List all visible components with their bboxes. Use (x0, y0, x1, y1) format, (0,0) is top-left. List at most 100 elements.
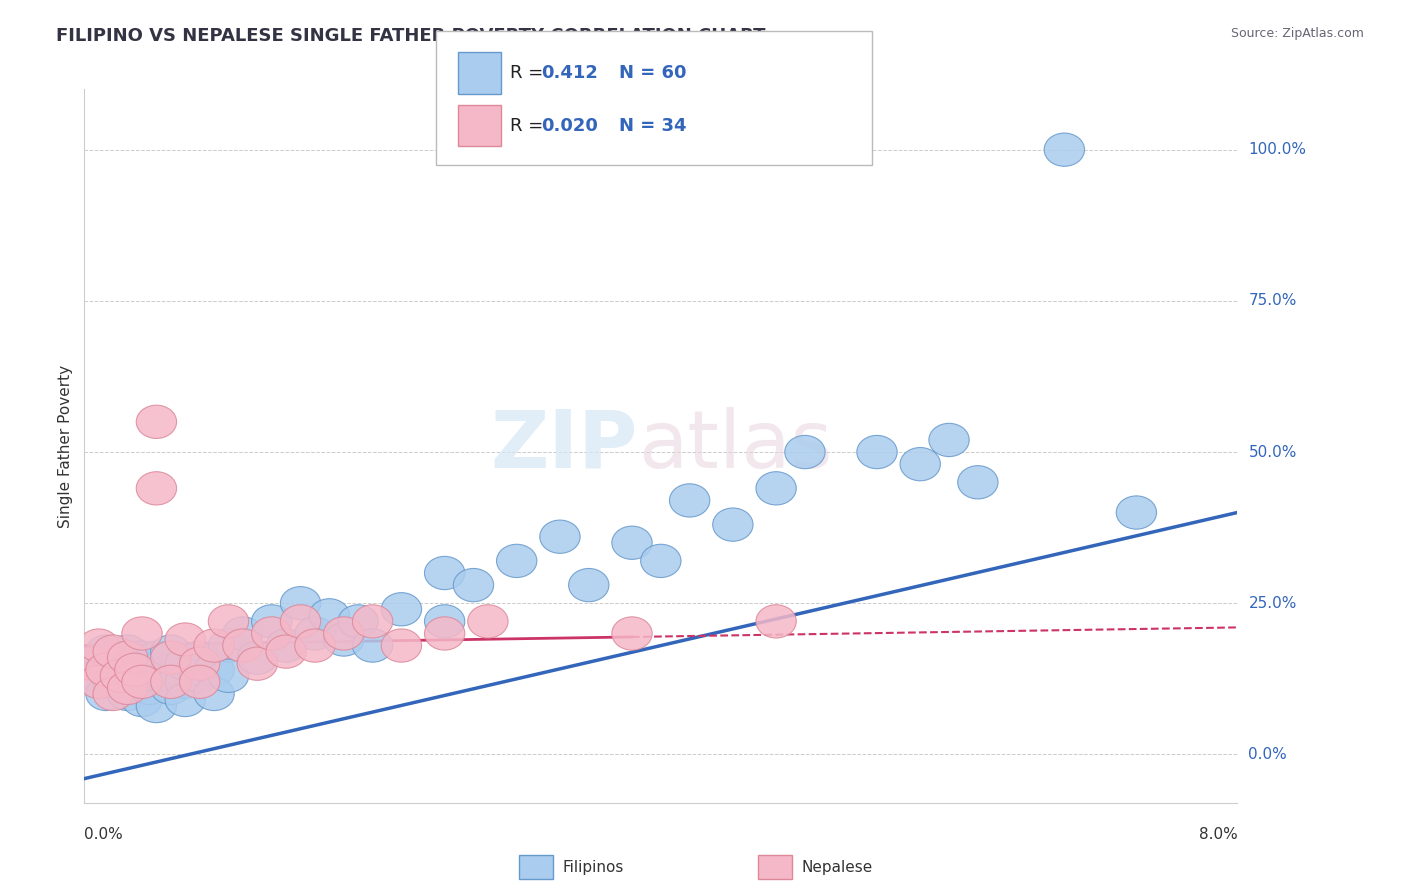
Ellipse shape (93, 635, 134, 668)
Text: 100.0%: 100.0% (1249, 142, 1306, 157)
Text: 8.0%: 8.0% (1198, 827, 1237, 842)
Ellipse shape (150, 665, 191, 698)
Ellipse shape (86, 677, 127, 711)
Text: 25.0%: 25.0% (1249, 596, 1296, 611)
Text: R =: R = (510, 117, 550, 135)
Ellipse shape (252, 605, 292, 638)
Text: 0.020: 0.020 (541, 117, 598, 135)
Ellipse shape (86, 653, 127, 686)
Ellipse shape (353, 605, 392, 638)
Ellipse shape (323, 623, 364, 657)
Ellipse shape (756, 472, 796, 505)
Ellipse shape (122, 653, 162, 686)
Text: FILIPINO VS NEPALESE SINGLE FATHER POVERTY CORRELATION CHART: FILIPINO VS NEPALESE SINGLE FATHER POVER… (56, 27, 766, 45)
Ellipse shape (165, 683, 205, 716)
Ellipse shape (194, 629, 235, 662)
Ellipse shape (856, 435, 897, 468)
Ellipse shape (122, 617, 162, 650)
Ellipse shape (238, 647, 277, 681)
Ellipse shape (612, 617, 652, 650)
Ellipse shape (280, 605, 321, 638)
Ellipse shape (669, 483, 710, 517)
Ellipse shape (540, 520, 581, 553)
Ellipse shape (79, 659, 120, 692)
Ellipse shape (612, 526, 652, 559)
Ellipse shape (425, 617, 465, 650)
Text: R =: R = (510, 64, 550, 82)
Ellipse shape (295, 629, 335, 662)
Text: 50.0%: 50.0% (1249, 444, 1296, 459)
Ellipse shape (1045, 133, 1084, 166)
Ellipse shape (72, 647, 111, 681)
Ellipse shape (381, 629, 422, 662)
Ellipse shape (756, 605, 796, 638)
Ellipse shape (136, 690, 177, 723)
Ellipse shape (107, 635, 148, 668)
Ellipse shape (107, 672, 148, 705)
Ellipse shape (100, 659, 141, 692)
Ellipse shape (222, 629, 263, 662)
Ellipse shape (280, 587, 321, 620)
Text: 0.0%: 0.0% (1249, 747, 1286, 762)
Ellipse shape (641, 544, 681, 577)
Text: atlas: atlas (638, 407, 832, 485)
Ellipse shape (425, 605, 465, 638)
Ellipse shape (136, 659, 177, 692)
Ellipse shape (266, 629, 307, 662)
Ellipse shape (86, 635, 127, 668)
Text: 0.0%: 0.0% (84, 827, 124, 842)
Ellipse shape (150, 635, 191, 668)
Ellipse shape (496, 544, 537, 577)
Ellipse shape (93, 677, 134, 711)
Ellipse shape (165, 647, 205, 681)
Ellipse shape (100, 653, 141, 686)
Ellipse shape (122, 665, 162, 698)
Ellipse shape (353, 629, 392, 662)
Ellipse shape (79, 665, 120, 698)
Ellipse shape (957, 466, 998, 499)
Ellipse shape (381, 592, 422, 626)
Ellipse shape (180, 665, 219, 698)
Ellipse shape (93, 641, 134, 674)
Ellipse shape (115, 647, 155, 681)
Ellipse shape (238, 641, 277, 674)
Ellipse shape (136, 405, 177, 439)
Ellipse shape (150, 653, 191, 686)
Ellipse shape (208, 629, 249, 662)
Ellipse shape (165, 665, 205, 698)
Ellipse shape (107, 677, 148, 711)
Ellipse shape (180, 659, 219, 692)
Ellipse shape (252, 617, 292, 650)
Text: 75.0%: 75.0% (1249, 293, 1296, 309)
Ellipse shape (425, 557, 465, 590)
Ellipse shape (72, 647, 111, 681)
Ellipse shape (180, 647, 219, 681)
Ellipse shape (150, 672, 191, 705)
Ellipse shape (453, 568, 494, 602)
Ellipse shape (194, 677, 235, 711)
Ellipse shape (222, 617, 263, 650)
Ellipse shape (900, 448, 941, 481)
Ellipse shape (136, 641, 177, 674)
Y-axis label: Single Father Poverty: Single Father Poverty (58, 365, 73, 527)
Ellipse shape (194, 653, 235, 686)
Ellipse shape (309, 599, 350, 632)
Ellipse shape (568, 568, 609, 602)
Text: Filipinos: Filipinos (562, 860, 624, 874)
Text: Nepalese: Nepalese (801, 860, 873, 874)
Text: N = 34: N = 34 (619, 117, 686, 135)
Text: Source: ZipAtlas.com: Source: ZipAtlas.com (1230, 27, 1364, 40)
Text: 0.412: 0.412 (541, 64, 598, 82)
Ellipse shape (266, 635, 307, 668)
Ellipse shape (165, 623, 205, 657)
Ellipse shape (122, 665, 162, 698)
Ellipse shape (323, 617, 364, 650)
Ellipse shape (150, 641, 191, 674)
Ellipse shape (93, 665, 134, 698)
Ellipse shape (107, 659, 148, 692)
Ellipse shape (107, 641, 148, 674)
Ellipse shape (929, 424, 969, 457)
Ellipse shape (115, 653, 155, 686)
Ellipse shape (468, 605, 508, 638)
Ellipse shape (295, 617, 335, 650)
